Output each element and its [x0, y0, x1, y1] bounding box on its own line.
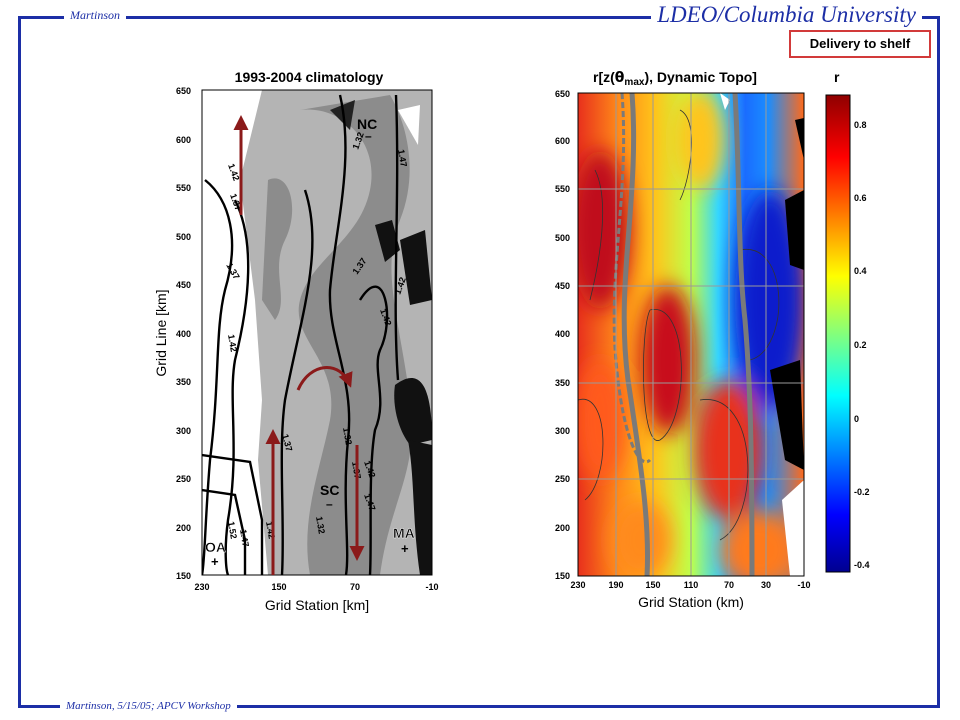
colorbar-tick: 0.8	[854, 120, 867, 130]
svg-text:+: +	[211, 554, 219, 569]
header-institution: LDEO/Columbia University	[651, 2, 922, 28]
left-contour-label: 1.47	[238, 529, 251, 548]
colorbar-tick: 0.6	[854, 193, 867, 203]
left-x-tick: 230	[194, 582, 209, 592]
right-x-tick: 150	[645, 580, 660, 590]
colorbar-gradient	[825, 94, 851, 573]
right-y-tick: 550	[555, 184, 570, 194]
slide-frame	[18, 16, 940, 708]
colorbar-tick: 0	[854, 414, 859, 424]
left-y-tick: 600	[176, 135, 191, 145]
right-x-axis-label: Grid Station (km)	[638, 594, 744, 610]
left-y-tick: 650	[176, 86, 191, 96]
right-y-tick: 600	[555, 136, 570, 146]
left-y-tick: 450	[176, 280, 191, 290]
left-y-tick: 400	[176, 329, 191, 339]
left-y-tick: 150	[176, 571, 191, 581]
left-contour-label: 1.47	[396, 149, 409, 168]
colorbar-tick: 0.2	[854, 340, 867, 350]
header-author: Martinson	[64, 8, 127, 23]
right-y-tick: 250	[555, 474, 570, 484]
left-x-tick: -10	[425, 582, 438, 592]
right-x-tick: 70	[724, 580, 734, 590]
left-x-tick: 150	[271, 582, 286, 592]
footer-text: Martinson, 5/15/05; APCV Workshop	[60, 700, 237, 712]
right-correlation-field	[578, 93, 804, 576]
left-y-tick: 300	[176, 426, 191, 436]
left-plot-frame	[201, 89, 433, 576]
left-y-axis-label: Grid Line [km]	[153, 289, 169, 376]
left-x-tick: 70	[350, 582, 360, 592]
right-x-tick: -10	[797, 580, 810, 590]
right-x-tick: 30	[761, 580, 771, 590]
left-chart-title: 1993-2004 climatology	[235, 69, 384, 85]
left-contour-label: 1.52	[226, 521, 239, 540]
region-label-oa: OA	[205, 539, 226, 555]
svg-text:–: –	[326, 497, 333, 511]
colorbar-tick: -0.4	[854, 560, 870, 570]
region-label-nc: NC	[357, 116, 377, 132]
left-contour-label: 1.32	[341, 427, 354, 446]
left-y-ticks: 150 200 250 300 350 400 450 500 550 600 …	[176, 86, 191, 581]
right-y-tick: 300	[555, 426, 570, 436]
right-chart-title: r[z(θmax), Dynamic Topo]	[593, 69, 757, 88]
right-y-tick: 150	[555, 571, 570, 581]
left-y-tick: 200	[176, 523, 191, 533]
left-contour-label: 1.42	[226, 334, 239, 353]
right-plot-frame	[577, 92, 805, 577]
left-x-axis-label: Grid Station [km]	[265, 597, 369, 613]
right-y-tick: 350	[555, 378, 570, 388]
left-y-tick: 550	[176, 183, 191, 193]
right-x-ticks: 230 190 150 110 70 30 -10	[570, 580, 810, 590]
left-y-tick: 350	[176, 377, 191, 387]
region-label-ma: MA	[393, 525, 415, 541]
colorbar-tick: 0.4	[854, 266, 867, 276]
right-y-tick: 200	[555, 523, 570, 533]
left-y-tick: 250	[176, 474, 191, 484]
left-region-labels: NC – SC – OA + MA +	[205, 116, 415, 569]
right-y-tick: 400	[555, 329, 570, 339]
region-label-sc: SC	[320, 482, 339, 498]
left-y-tick: 500	[176, 232, 191, 242]
colorbar-tick: -0.2	[854, 487, 870, 497]
right-x-tick: 110	[684, 580, 699, 590]
right-y-ticks: 150 200 250 300 350 400 450 500 550 600 …	[555, 89, 570, 581]
colorbar-ticks: -0.4 -0.2 0 0.2 0.4 0.6 0.8	[854, 120, 870, 570]
svg-text:–: –	[365, 129, 372, 143]
left-contour-label: 1.37	[280, 433, 294, 453]
left-x-ticks: 230 150 70 -10	[194, 582, 438, 592]
colorbar-label: r	[834, 69, 840, 85]
left-contour-label: 1.32	[314, 516, 327, 535]
right-y-tick: 450	[555, 281, 570, 291]
flow-arrows	[233, 115, 365, 575]
delivery-badge: Delivery to shelf	[789, 30, 931, 58]
right-x-tick: 230	[570, 580, 585, 590]
right-x-tick: 190	[608, 580, 623, 590]
right-y-tick: 500	[555, 233, 570, 243]
right-y-tick: 650	[555, 89, 570, 99]
svg-text:+: +	[401, 541, 409, 556]
